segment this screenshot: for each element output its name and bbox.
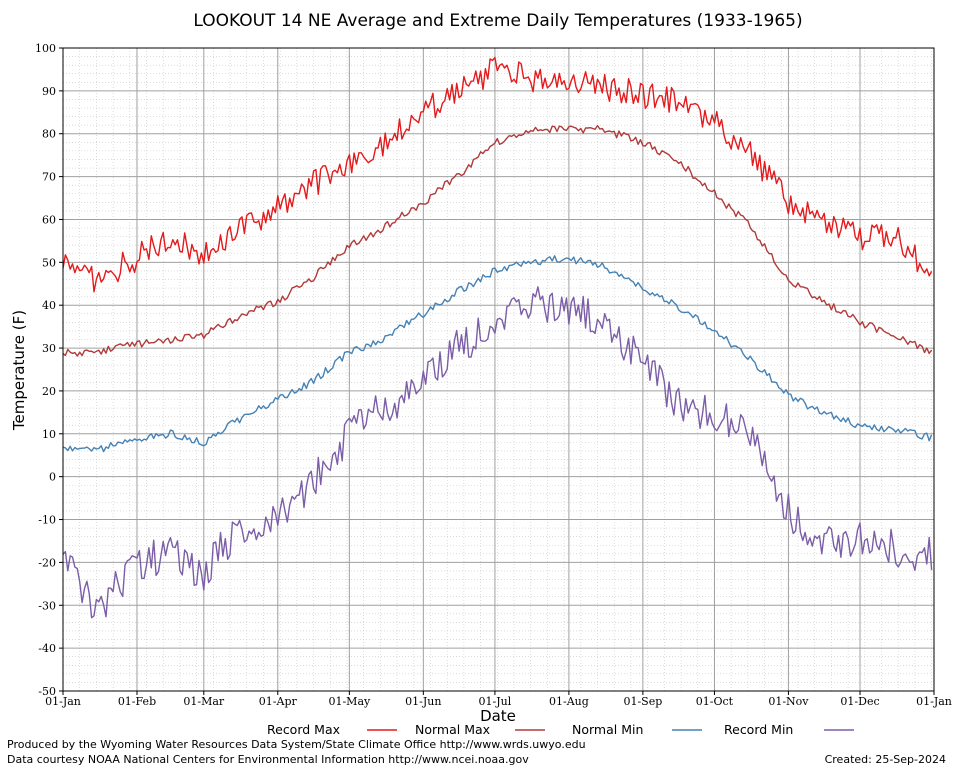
x-tick-label: 01-Jan — [916, 695, 952, 708]
x-tick-label: 01-Sep — [623, 695, 662, 708]
y-axis-label: Temperature (F) — [10, 310, 28, 431]
y-tick-label: 40 — [42, 299, 56, 312]
x-tick-label: 01-Nov — [768, 695, 809, 708]
y-tick-label: 100 — [35, 42, 56, 55]
y-tick-label: 70 — [42, 171, 56, 184]
y-tick-label: 90 — [42, 85, 56, 98]
y-tick-label: 60 — [42, 213, 56, 226]
y-tick-label: 50 — [42, 256, 56, 269]
y-tick-label: -30 — [38, 599, 56, 612]
tick-layer: -50 -40 -30 -20 -10 0 10 20 30 40 50 60 70 80 90 100 01-… — [35, 42, 952, 708]
series-line-normal-max — [62, 124, 933, 357]
y-tick-label: -50 — [38, 685, 56, 698]
y-tick-label: 30 — [42, 342, 56, 355]
y-tick-label: -10 — [38, 514, 56, 527]
legend: Record Max Normal Max Normal Min Record Min — [267, 722, 854, 737]
y-tick-label: 0 — [49, 471, 56, 484]
x-tick-label: 01-Mar — [183, 695, 225, 708]
x-tick-label: 01-May — [328, 695, 371, 708]
x-tick-label: 01-Jul — [479, 695, 512, 708]
x-tick-label: 01-Feb — [118, 695, 156, 708]
x-axis-label: Date — [480, 707, 516, 725]
credit-line-2: Data courtesy NOAA National Centers for … — [7, 753, 529, 766]
y-tick-label: 10 — [42, 428, 56, 441]
legend-label: Record Max — [267, 722, 340, 737]
legend-label: Normal Max — [415, 722, 490, 737]
x-tick-label: 01-Dec — [840, 695, 879, 708]
x-tick-label: 01-Jan — [45, 695, 81, 708]
created-date: Created: 25-Sep-2024 — [825, 753, 946, 766]
credit-line-1: Produced by the Wyoming Water Resources … — [7, 738, 586, 751]
legend-label: Record Min — [724, 722, 793, 737]
y-tick-label: 80 — [42, 128, 56, 141]
x-tick-label: 01-Apr — [259, 695, 298, 708]
chart-title: LOOKOUT 14 NE Average and Extreme Daily … — [193, 11, 802, 31]
y-tick-label: 20 — [42, 385, 56, 398]
series-line-record-min — [62, 286, 933, 619]
series-line-record-max — [62, 56, 933, 293]
x-tick-label: 01-Oct — [696, 695, 734, 708]
series-line-normal-min — [62, 255, 933, 453]
series-layer — [62, 56, 933, 619]
y-tick-label: -40 — [38, 642, 56, 655]
x-tick-label: 01-Jun — [405, 695, 441, 708]
y-tick-label: -20 — [38, 556, 56, 569]
plot-frame — [62, 47, 935, 692]
x-tick-label: 01-Aug — [549, 695, 589, 708]
legend-label: Normal Min — [572, 722, 643, 737]
